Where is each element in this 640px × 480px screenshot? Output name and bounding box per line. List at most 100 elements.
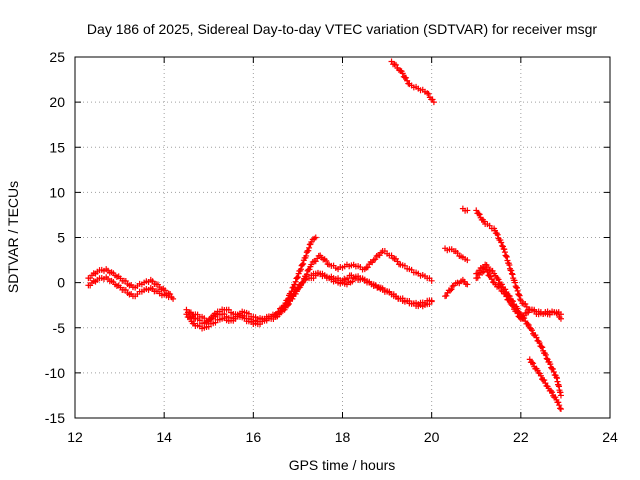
data-point bbox=[170, 295, 177, 302]
data-point bbox=[448, 286, 455, 293]
data-point bbox=[508, 270, 515, 277]
data-point bbox=[425, 90, 432, 97]
data-point bbox=[494, 275, 501, 282]
series-track-7 bbox=[388, 58, 437, 106]
data-point bbox=[323, 257, 330, 264]
data-point bbox=[449, 283, 456, 290]
y-tick-label: 15 bbox=[49, 139, 65, 155]
data-point bbox=[528, 359, 535, 366]
series-track-10 bbox=[459, 205, 471, 214]
data-point bbox=[543, 355, 550, 362]
series-track-14 bbox=[526, 356, 564, 412]
data-point bbox=[528, 327, 535, 334]
data-point bbox=[372, 256, 379, 263]
data-point bbox=[533, 334, 540, 341]
data-point bbox=[187, 315, 194, 322]
data-point bbox=[424, 90, 431, 97]
data-point bbox=[536, 339, 543, 346]
data-point bbox=[514, 309, 521, 316]
data-point bbox=[495, 276, 502, 283]
data-point bbox=[557, 405, 564, 412]
data-point bbox=[556, 402, 563, 409]
grid-lines bbox=[75, 57, 610, 418]
data-point bbox=[554, 310, 561, 317]
data-point bbox=[494, 231, 501, 238]
data-point bbox=[501, 246, 508, 253]
y-tick-label: 0 bbox=[57, 275, 65, 291]
data-point bbox=[502, 290, 509, 297]
data-point bbox=[364, 264, 371, 271]
data-point bbox=[393, 61, 399, 68]
data-point bbox=[484, 268, 491, 275]
data-point bbox=[524, 320, 531, 327]
data-point bbox=[503, 293, 510, 300]
data-point bbox=[165, 294, 172, 301]
data-point bbox=[290, 291, 297, 298]
data-point bbox=[447, 287, 454, 294]
data-point bbox=[539, 344, 546, 351]
data-point bbox=[473, 207, 480, 214]
data-point bbox=[547, 387, 554, 394]
data-point bbox=[550, 368, 557, 375]
data-point bbox=[429, 96, 436, 103]
data-point bbox=[505, 296, 512, 303]
data-point bbox=[312, 234, 319, 241]
y-tick-label: -15 bbox=[45, 410, 65, 426]
data-point bbox=[557, 315, 564, 322]
y-tick-label: 20 bbox=[49, 94, 65, 110]
data-point bbox=[499, 242, 506, 249]
data-point bbox=[464, 207, 471, 214]
data-point bbox=[299, 261, 306, 268]
x-tick-label: 18 bbox=[335, 429, 351, 445]
data-point bbox=[167, 291, 174, 298]
data-point bbox=[537, 372, 544, 379]
data-point bbox=[557, 392, 564, 399]
data-point bbox=[428, 298, 435, 305]
data-point bbox=[547, 361, 554, 368]
data-point bbox=[208, 315, 215, 322]
data-point bbox=[555, 399, 562, 406]
data-point bbox=[508, 302, 515, 309]
y-tick-label: -10 bbox=[45, 365, 65, 381]
data-point bbox=[514, 284, 521, 291]
data-point bbox=[399, 70, 406, 77]
data-point bbox=[542, 380, 549, 387]
data-point bbox=[289, 293, 296, 300]
data-point bbox=[279, 306, 286, 313]
y-tick-label: 10 bbox=[49, 184, 65, 200]
data-point bbox=[488, 276, 495, 283]
data-point bbox=[510, 302, 517, 309]
data-point bbox=[464, 257, 471, 264]
data-point bbox=[183, 311, 190, 318]
data-point bbox=[549, 365, 556, 372]
x-tick-label: 12 bbox=[67, 429, 83, 445]
data-point bbox=[509, 271, 516, 278]
data-point bbox=[487, 273, 494, 280]
data-point bbox=[503, 253, 510, 260]
data-point bbox=[549, 389, 556, 396]
data-point bbox=[516, 292, 523, 299]
data-point bbox=[501, 249, 508, 256]
data-point bbox=[503, 253, 510, 260]
data-point bbox=[186, 314, 193, 321]
x-tick-label: 16 bbox=[246, 429, 262, 445]
tick-labels: 12 14 16 18 20 22 24 -15 -10 -5 0 5 10 15 20 25 bbox=[45, 49, 618, 445]
data-point bbox=[430, 99, 437, 106]
data-point bbox=[306, 244, 313, 251]
data-point bbox=[541, 377, 548, 384]
data-point bbox=[476, 211, 483, 218]
data-point bbox=[297, 266, 304, 273]
chart-title: Day 186 of 2025, Sidereal Day-to-day VTE… bbox=[87, 21, 597, 37]
data-point bbox=[542, 351, 549, 358]
data-point bbox=[294, 274, 301, 281]
data-point bbox=[498, 239, 505, 246]
y-axis-label: SDTVAR / TECUs bbox=[5, 181, 21, 293]
tick-marks bbox=[74, 56, 611, 419]
data-marks bbox=[85, 58, 564, 412]
x-tick-label: 20 bbox=[424, 429, 440, 445]
series-track-1 bbox=[85, 266, 177, 302]
data-point bbox=[283, 301, 290, 308]
y-tick-label: -5 bbox=[53, 320, 66, 336]
